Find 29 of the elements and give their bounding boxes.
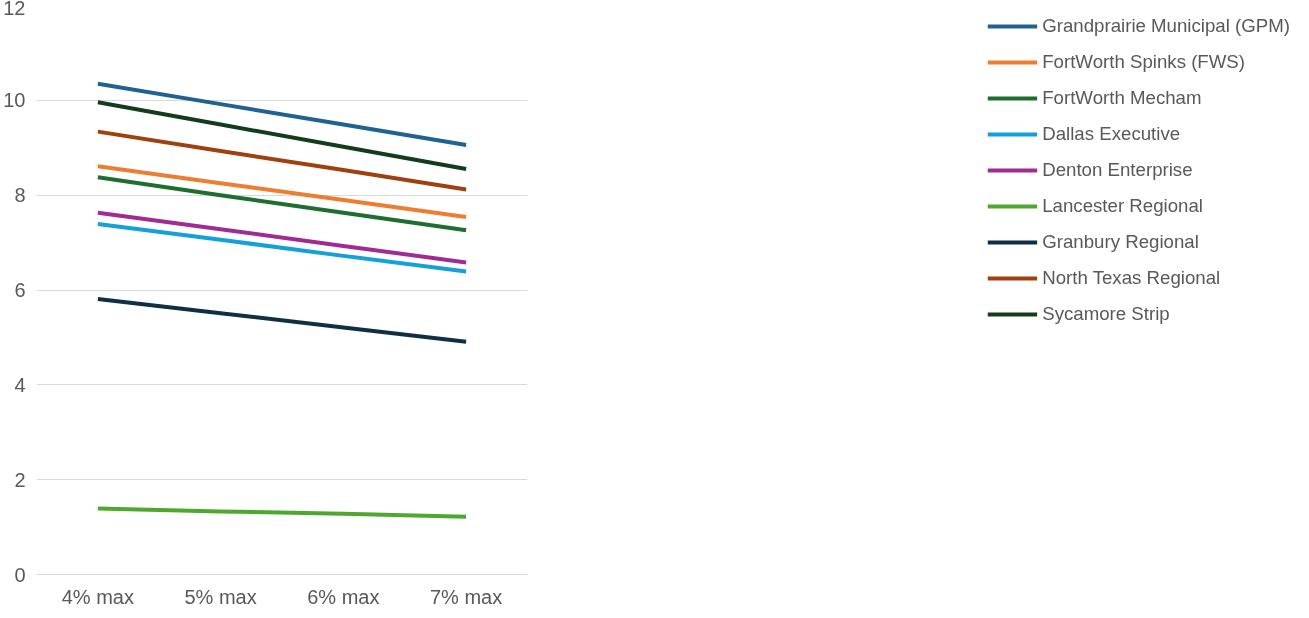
- line-series: [95, 100, 469, 172]
- legend-label: Denton Enterprise: [1042, 159, 1193, 181]
- legend-label: Grandprairie Municipal (GPM): [1042, 15, 1290, 37]
- legend-label: FortWorth Spinks (FWS): [1042, 51, 1246, 73]
- x-tick-label: 5% max: [184, 585, 257, 608]
- x-tick-label: 4% max: [61, 585, 134, 608]
- line-series: [95, 297, 469, 344]
- line-series: [95, 506, 469, 519]
- legend-label: Sycamore Strip: [1042, 303, 1170, 325]
- x-tick-label: 6% max: [307, 585, 380, 608]
- y-tick-label: 10: [3, 89, 26, 112]
- legend-label: FortWorth Mecham: [1042, 87, 1202, 109]
- y-tick-label: 2: [14, 468, 26, 491]
- line-series: [95, 164, 469, 219]
- legend-label: Dallas Executive: [1042, 123, 1181, 145]
- line-series: [95, 175, 469, 233]
- x-tick-label: 7% max: [430, 585, 503, 608]
- y-tick-label: 12: [3, 0, 26, 19]
- line-series: [95, 129, 469, 192]
- legend-label: Lancester Regional: [1042, 195, 1203, 217]
- y-tick-label: 4: [14, 373, 26, 396]
- line-series: [95, 81, 469, 147]
- y-tick-label: 0: [14, 563, 26, 586]
- legend-label: Granbury Regional: [1042, 231, 1199, 253]
- line-series: [95, 210, 469, 265]
- line-series: [95, 222, 469, 274]
- legend-label: North Texas Regional: [1042, 267, 1221, 289]
- y-tick-label: 8: [14, 184, 26, 207]
- y-tick-label: 6: [14, 279, 26, 301]
